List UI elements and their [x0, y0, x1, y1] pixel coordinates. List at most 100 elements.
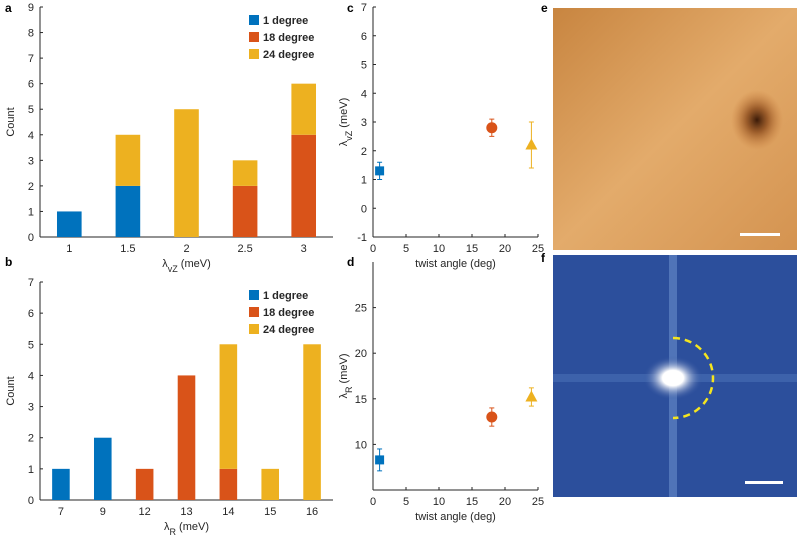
x-axis-label: twist angle (deg): [415, 258, 496, 270]
label-part: vZ: [168, 264, 179, 274]
label-part: (meV): [338, 354, 350, 387]
y-tick-label: 25: [355, 303, 367, 315]
panel-label: a: [5, 1, 12, 15]
bar: [177, 375, 196, 500]
x-tick-label: 10: [433, 243, 445, 255]
label-part: twist angle (deg): [415, 258, 496, 270]
bar: [303, 344, 321, 500]
label-part: R: [170, 527, 177, 537]
y-tick-label: 0: [28, 495, 34, 507]
x-tick-label: 15: [264, 506, 276, 518]
x-tick-label: 10: [433, 496, 445, 508]
x-tick-label: 13: [180, 506, 192, 518]
label-part: (meV): [176, 521, 209, 533]
bar: [261, 468, 280, 500]
label-part: (meV): [178, 258, 211, 270]
panel-label: d: [347, 255, 354, 269]
y-tick-label: 7: [361, 2, 367, 14]
x-axis-label: twist angle (deg): [415, 511, 496, 523]
y-tick-label: 3: [361, 117, 367, 129]
label-part: vZ: [344, 130, 354, 141]
x-tick-label: 25: [532, 243, 544, 255]
y-tick-label: 0: [28, 232, 34, 244]
y-axis-label: Count: [5, 376, 17, 405]
marker: [525, 138, 538, 150]
defect: [731, 90, 783, 150]
y-tick-label: 8: [28, 28, 34, 40]
x-tick-label: 12: [139, 506, 151, 518]
x-tick-label: 15: [466, 496, 478, 508]
ring-arc: [672, 336, 715, 420]
label-part: Count: [5, 107, 17, 136]
y-tick-label: 3: [28, 402, 34, 414]
x-axis-label: λR (meV): [164, 521, 209, 537]
label-part: λ: [164, 521, 170, 533]
marker: [375, 166, 385, 176]
y-tick-label: 1: [28, 206, 34, 218]
y-tick-label: 4: [361, 88, 367, 100]
x-tick-label: 16: [306, 506, 318, 518]
legend-swatch: [249, 15, 259, 25]
x-tick-label: 2: [183, 243, 189, 255]
y-tick-label: 0: [361, 203, 367, 215]
marker: [525, 390, 538, 402]
y-tick-label: 1: [361, 175, 367, 187]
x-tick-label: 5: [403, 243, 409, 255]
bar: [135, 468, 154, 500]
x-tick-label: 9: [100, 506, 106, 518]
bar: [52, 468, 70, 500]
fft-image: [553, 255, 797, 497]
x-tick-label: 0: [370, 243, 376, 255]
bar: [219, 468, 238, 500]
label-part: λ: [338, 393, 350, 399]
y-tick-label: 5: [28, 339, 34, 351]
y-tick-label: 5: [361, 60, 367, 72]
y-axis-label: λR (meV): [338, 354, 354, 399]
x-tick-label: 2.5: [237, 243, 252, 255]
x-tick-label: 0: [370, 496, 376, 508]
label-part: λ: [162, 258, 168, 270]
y-tick-label: 9: [28, 2, 34, 14]
bar: [93, 437, 112, 500]
label-part: λ: [338, 140, 350, 146]
panel-label: f: [541, 251, 546, 265]
x-tick-label: 25: [532, 496, 544, 508]
x-tick-label: 20: [499, 243, 511, 255]
y-tick-label: 3: [28, 155, 34, 167]
bar: [115, 185, 141, 237]
x-tick-label: 20: [499, 496, 511, 508]
label-part: Count: [5, 376, 17, 405]
marker: [486, 411, 498, 423]
y-tick-label: 4: [28, 130, 34, 142]
label-part: twist angle (deg): [415, 511, 496, 523]
y-tick-label: 6: [361, 31, 367, 43]
y-tick-label: 15: [355, 394, 367, 406]
y-tick-label: 20: [355, 348, 367, 360]
bar: [174, 109, 199, 237]
stm-image: [553, 8, 797, 250]
bar: [291, 83, 317, 135]
legend-label: 1 degree: [263, 290, 308, 302]
x-tick-label: 3: [301, 243, 307, 255]
legend-label: 24 degree: [263, 49, 314, 61]
x-tick-label: 15: [466, 243, 478, 255]
panel-label: e: [541, 1, 548, 15]
legend-swatch: [249, 307, 259, 317]
center-peak: [643, 356, 703, 400]
y-tick-label: 10: [355, 439, 367, 451]
scale-bar: [745, 481, 783, 484]
x-tick-label: 1.5: [120, 243, 135, 255]
y-axis-label: Count: [5, 107, 17, 136]
bar: [56, 211, 82, 237]
legend-swatch: [249, 324, 259, 334]
bar: [232, 160, 258, 186]
x-tick-label: 1: [66, 243, 72, 255]
y-tick-label: 6: [28, 79, 34, 91]
y-tick-label: 6: [28, 308, 34, 320]
panel-label: b: [5, 255, 12, 269]
x-axis-label: λvZ (meV): [162, 258, 211, 274]
y-tick-label: -1: [357, 232, 367, 244]
legend-label: 1 degree: [263, 15, 308, 27]
marker: [375, 455, 385, 465]
